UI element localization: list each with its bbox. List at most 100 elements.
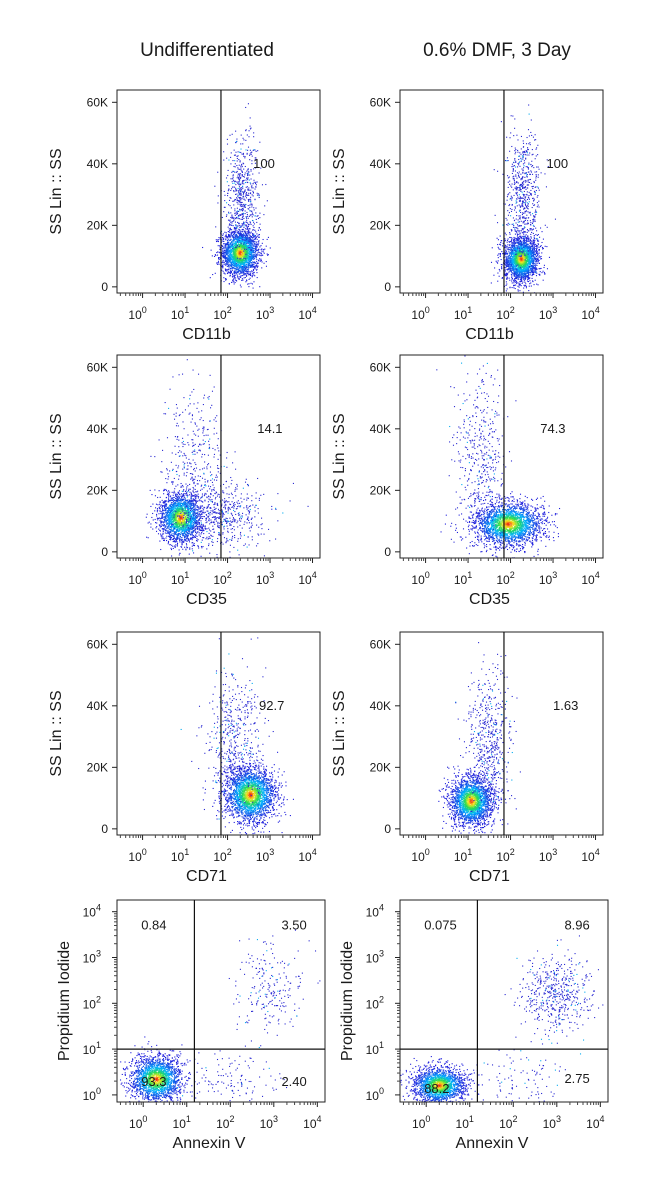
event-dot <box>526 248 529 250</box>
event-dot <box>251 249 253 251</box>
event-dot <box>250 255 252 257</box>
event-dot <box>517 277 519 279</box>
event-dot <box>250 178 252 180</box>
event-dot <box>537 261 539 263</box>
event-dot <box>244 247 246 249</box>
event-dot <box>540 245 542 247</box>
event-dot <box>236 240 238 242</box>
event-dot <box>236 138 238 140</box>
event-dot <box>513 258 516 261</box>
event-dot <box>530 246 532 248</box>
event-dot <box>239 260 241 262</box>
event-dot <box>240 176 242 179</box>
event-dot <box>251 242 253 244</box>
event-dot <box>259 223 261 225</box>
event-dot <box>228 212 230 214</box>
event-dot <box>529 251 531 253</box>
event-dot <box>243 246 245 248</box>
event-dot <box>518 268 520 270</box>
event-dot <box>520 269 522 271</box>
event-dot <box>251 276 253 278</box>
event-dot <box>240 165 242 167</box>
event-dot <box>243 248 245 250</box>
event-dot <box>509 253 511 255</box>
event-dot <box>525 283 527 285</box>
event-dot <box>533 267 535 269</box>
event-dot <box>243 222 245 224</box>
event-dot <box>239 231 241 233</box>
event-dot <box>214 272 216 274</box>
event-dot <box>534 269 536 271</box>
event-dot <box>251 239 253 241</box>
event-dot <box>239 247 241 249</box>
event-dot <box>239 191 241 193</box>
event-dot <box>247 269 249 271</box>
event-dot <box>243 198 245 200</box>
event-dot <box>238 236 240 238</box>
event-dot <box>256 235 258 237</box>
event-dot <box>510 270 512 272</box>
event-dot <box>522 266 524 269</box>
event-dot <box>243 225 245 227</box>
event-dot <box>249 237 251 239</box>
event-dot <box>507 257 509 259</box>
event-dot <box>248 267 250 269</box>
event-dot <box>226 249 228 251</box>
event-dot <box>234 254 236 256</box>
event-dot <box>512 268 514 270</box>
event-dot <box>227 240 229 242</box>
event-dot <box>241 271 243 273</box>
event-dot <box>523 238 525 240</box>
event-dot <box>546 268 549 270</box>
event-dot <box>522 267 525 269</box>
event-dot <box>510 262 512 264</box>
event-dot <box>528 263 530 265</box>
event-dot <box>511 280 513 282</box>
event-dot <box>505 254 507 256</box>
event-dot <box>525 267 527 269</box>
event-dot <box>527 281 530 283</box>
event-dot <box>514 280 516 282</box>
event-dot <box>524 273 526 275</box>
event-dot <box>226 143 229 145</box>
event-dot <box>234 242 236 245</box>
event-dot <box>524 264 526 266</box>
event-dot <box>252 219 254 222</box>
event-dot <box>242 252 244 254</box>
event-dot <box>240 237 242 239</box>
event-dot <box>257 215 259 217</box>
event-dot <box>506 262 509 264</box>
event-dot <box>224 268 226 270</box>
event-dot <box>250 196 252 198</box>
event-dot <box>504 259 506 261</box>
event-dot <box>244 189 246 191</box>
event-dot <box>520 275 522 277</box>
event-dot <box>254 245 256 247</box>
event-dot <box>525 257 527 259</box>
event-dot <box>239 199 241 201</box>
event-dot <box>518 272 520 274</box>
event-dot <box>241 250 243 252</box>
event-dot <box>237 210 240 212</box>
event-dot <box>535 251 538 253</box>
event-dot <box>230 264 232 266</box>
event-dot <box>528 230 530 232</box>
event-dot <box>513 282 515 284</box>
event-dot <box>260 252 262 254</box>
event-dot <box>234 254 236 256</box>
event-dot <box>243 206 245 208</box>
event-dot <box>225 235 227 237</box>
event-dot <box>250 185 253 187</box>
event-dot <box>259 260 261 262</box>
event-dot <box>228 259 230 261</box>
event-dot <box>521 267 523 269</box>
event-dot <box>255 237 257 239</box>
event-dot <box>234 238 236 240</box>
event-dot <box>226 272 228 275</box>
event-dot <box>524 266 526 268</box>
event-dot <box>261 184 264 186</box>
event-dot <box>518 269 520 271</box>
event-dot <box>231 235 233 237</box>
event-dot <box>523 265 525 267</box>
event-dot <box>238 271 240 273</box>
